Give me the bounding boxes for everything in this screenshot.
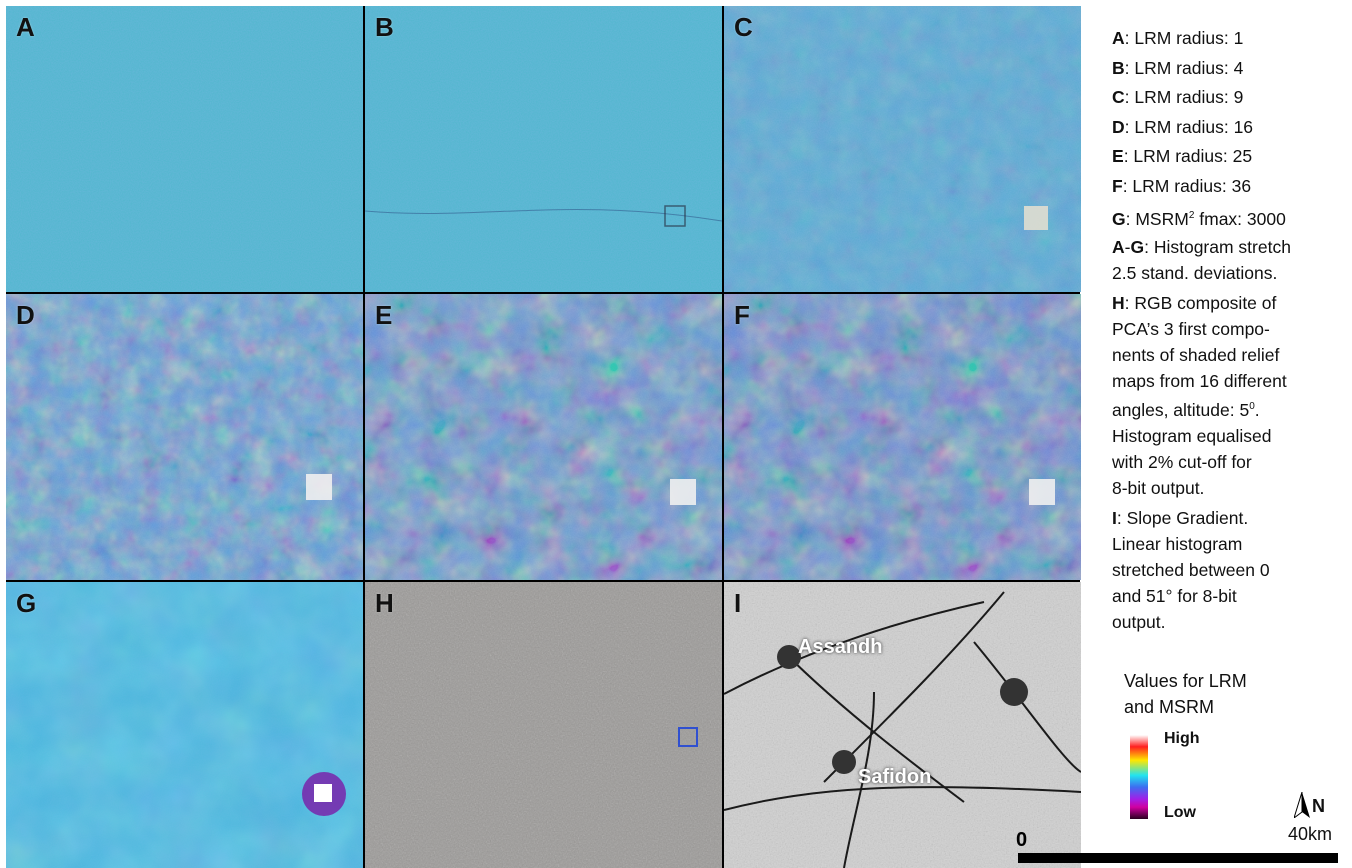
legend-i: I: Slope Gradient.: [1112, 508, 1249, 529]
panel-grid: A B C D E: [6, 6, 1081, 868]
legend-e: E: LRM radius: 25: [1112, 146, 1253, 166]
panel-label: H: [375, 588, 394, 618]
slope-gradient-image: [724, 582, 1081, 868]
panel-e: E: [365, 294, 722, 580]
colorbar-low-label: Low: [1164, 804, 1196, 821]
legend-b: B: LRM radius: 4: [1112, 57, 1244, 78]
rgb-composite-image: [365, 582, 722, 868]
lrm-radius-25-image: [365, 294, 722, 580]
town-safidon-label: Safidon: [858, 766, 932, 788]
legend-h-line7: with 2% cut-off for: [1112, 452, 1252, 473]
panel-d: D: [6, 294, 363, 580]
panel-h: H: [365, 582, 722, 868]
legend-c: C: LRM radius: 9: [1112, 87, 1244, 107]
lrm-radius-1-image: [6, 6, 363, 292]
legend-d: D: LRM radius: 16: [1112, 116, 1254, 137]
panel-label: E: [375, 300, 393, 330]
legend-i-line4: and 51° for 8-bit: [1112, 586, 1237, 607]
colorbar-title: Values for LRM and MSRM: [1124, 671, 1247, 717]
legend-h-line6: Histogram equalised: [1112, 426, 1272, 447]
north-label: N: [1312, 796, 1325, 816]
legend-sidebar: A: LRM radius: 1 B: LRM radius: 4 C: LRM…: [1084, 0, 1352, 868]
town-assandh-label: Assandh: [798, 636, 883, 658]
lrm-radius-4-image: [365, 6, 722, 292]
panel-i: I Assandh Safidon 0: [724, 582, 1081, 868]
panel-label: G: [16, 588, 37, 618]
panel-g: G: [6, 582, 363, 868]
panel-label: I: [734, 588, 742, 618]
panel-b: B: [365, 6, 722, 292]
colorbar: [1130, 735, 1148, 819]
legend-g: G: MSRM2 fmax: 3000: [1112, 208, 1286, 229]
panel-f: F: [724, 294, 1081, 580]
panel-a: A: [6, 6, 363, 292]
scale-zero-label: 0: [1016, 829, 1028, 851]
legend-ag: A-G: Histogram stretch: [1112, 237, 1291, 258]
legend-i-line5: output.: [1112, 612, 1166, 633]
legend-h-line8: 8-bit output.: [1112, 478, 1205, 499]
legend-i-line2: Linear histogram: [1112, 534, 1243, 555]
panel-label: A: [16, 12, 35, 42]
legend-a: A: LRM radius: 1: [1112, 28, 1244, 48]
lrm-radius-9-image: [724, 6, 1081, 292]
legend-i-line3: stretched between 0: [1112, 560, 1270, 581]
legend-h: H: RGB composite of: [1112, 293, 1277, 314]
msrm-image: [6, 582, 363, 868]
panel-label: C: [734, 12, 753, 42]
north-arrow-icon: [1294, 792, 1310, 818]
legend-ag-line2: 2.5 stand. deviations.: [1112, 263, 1278, 284]
panel-label: B: [375, 12, 394, 42]
legend-f: F: LRM radius: 36: [1112, 175, 1252, 196]
legend-h-line5: angles, altitude: 50.: [1112, 400, 1260, 421]
legend-h-line3: nents of shaded relief: [1112, 345, 1280, 366]
legend-h-line4: maps from 16 different: [1112, 371, 1287, 392]
legend-text: A: LRM radius: 1 B: LRM radius: 4 C: LRM…: [1112, 24, 1352, 635]
colorbar-high-label: High: [1164, 730, 1200, 747]
panel-c: C: [724, 6, 1081, 292]
panel-label: D: [16, 300, 35, 330]
scale-km-label: 40km: [1288, 824, 1333, 844]
lrm-radius-36-image: [724, 294, 1081, 580]
lrm-radius-16-image: [6, 294, 363, 580]
scale-bar: [1018, 853, 1338, 863]
panel-label: F: [734, 300, 750, 330]
legend-h-line2: PCA’s 3 first compo-: [1112, 319, 1270, 340]
